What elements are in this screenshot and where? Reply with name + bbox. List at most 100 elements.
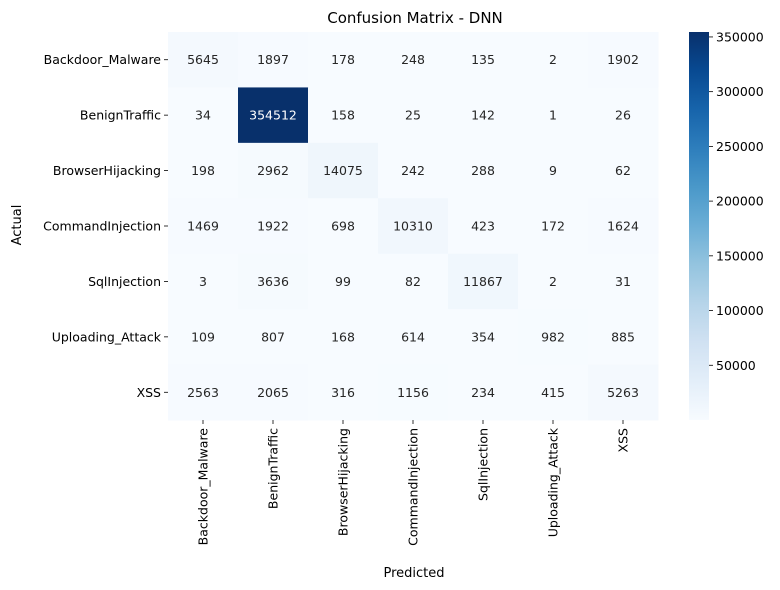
cell-value-label: 415 <box>541 385 565 400</box>
heatmap-cell <box>448 32 519 88</box>
cell-value-label: 11867 <box>463 274 503 289</box>
heatmap-cell <box>308 87 379 144</box>
heatmap-cell <box>308 309 379 366</box>
cell-value-label: 5645 <box>187 52 219 67</box>
cell-value-label: 2 <box>549 274 557 289</box>
x-tick-label: BenignTraffic <box>266 428 281 509</box>
cell-value-label: 34 <box>195 108 211 123</box>
cell-value-label: 158 <box>331 108 355 123</box>
cell-value-label: 109 <box>191 329 215 344</box>
heatmap-cell <box>378 198 449 255</box>
cell-value-label: 1469 <box>187 219 219 234</box>
heatmap-cell <box>238 198 309 255</box>
cell-value-label: 248 <box>401 52 425 67</box>
x-axis-label: Predicted <box>383 566 444 581</box>
y-tick-label: SqlInjection <box>88 274 161 289</box>
cell-value-label: 168 <box>331 329 355 344</box>
x-tick-label: CommandInjection <box>406 428 421 546</box>
x-tick-label: Uploading_Attack <box>546 427 561 537</box>
cell-value-label: 3636 <box>257 274 289 289</box>
heatmap-cell <box>308 32 379 88</box>
heatmap-cell <box>238 142 309 199</box>
cell-value-label: 1156 <box>397 385 429 400</box>
cell-value-label: 99 <box>335 274 351 289</box>
cell-value-label: 698 <box>331 219 355 234</box>
heatmap-cell <box>238 309 309 366</box>
heatmap-cell <box>448 364 519 421</box>
cell-value-label: 9 <box>549 163 557 178</box>
heatmap-cell <box>238 87 309 144</box>
cell-value-label: 10310 <box>393 219 433 234</box>
heatmap-cell <box>588 309 659 366</box>
colorbar <box>689 32 709 420</box>
y-tick-label: CommandInjection <box>43 219 161 234</box>
heatmap-cell <box>238 32 309 88</box>
heatmap-cell <box>448 253 519 310</box>
heatmap-cell <box>588 32 659 88</box>
cell-value-label: 62 <box>615 163 631 178</box>
y-axis-label: Actual <box>10 205 25 246</box>
colorbar-tick-label: 200000 <box>716 194 764 209</box>
heatmap-cell <box>168 142 239 199</box>
heatmap-cell <box>168 309 239 366</box>
heatmap-cell <box>378 142 449 199</box>
heatmap-cell <box>168 198 239 255</box>
y-tick-label: XSS <box>137 385 161 400</box>
heatmap-cell <box>588 198 659 255</box>
heatmap-cell <box>168 32 239 88</box>
cell-value-label: 25 <box>405 108 421 123</box>
heatmap-cell <box>168 364 239 421</box>
heatmap-cell <box>308 253 379 310</box>
heatmap-cell <box>588 87 659 144</box>
heatmap-cell <box>308 142 379 199</box>
cell-value-label: 982 <box>541 329 565 344</box>
x-axis: Backdoor_Malware BenignTraffic BrowserHija… <box>196 420 631 546</box>
x-tick-label: Backdoor_Malware <box>196 428 211 546</box>
cell-value-label: 172 <box>541 219 565 234</box>
cell-value-label: 178 <box>331 52 355 67</box>
cell-value-label: 316 <box>331 385 355 400</box>
cell-value-label: 614 <box>401 329 425 344</box>
cell-value-label: 242 <box>401 163 425 178</box>
heatmap-cell <box>448 309 519 366</box>
heatmap-cell <box>588 142 659 199</box>
cell-value-label: 354 <box>471 329 495 344</box>
colorbar-tick-label: 50000 <box>716 358 756 373</box>
heatmap-cell <box>238 364 309 421</box>
colorbar-ticks: 50000 100000 150000 200000 250000 300000 35000… <box>709 29 764 373</box>
x-tick-label: BrowserHijacking <box>336 428 351 536</box>
heatmap-cell <box>518 198 589 255</box>
cell-value-label: 1897 <box>257 52 289 67</box>
colorbar-tick-label: 250000 <box>716 139 764 154</box>
cell-value-label: 2563 <box>187 385 219 400</box>
cell-value-label: 142 <box>471 108 495 123</box>
colorbar-tick-label: 300000 <box>716 84 764 99</box>
heatmap-cell <box>448 142 519 199</box>
y-tick-label: BrowserHijacking <box>53 163 161 178</box>
cell-value-label: 423 <box>471 219 495 234</box>
cell-value-label: 1902 <box>607 52 639 67</box>
cell-value-label: 2962 <box>257 163 289 178</box>
heatmap-cell <box>448 198 519 255</box>
cell-value-label: 5263 <box>607 385 639 400</box>
cell-value-label: 234 <box>471 385 495 400</box>
heatmap-cell <box>378 309 449 366</box>
y-axis: Backdoor_Malware BenignTraffic BrowserHija… <box>43 52 168 400</box>
heatmap-cell <box>168 87 239 144</box>
cell-value-label: 2 <box>549 52 557 67</box>
cell-value-label: 26 <box>615 108 631 123</box>
cell-value-label: 1624 <box>607 219 639 234</box>
heatmap-cell <box>238 253 309 310</box>
y-tick-label: Backdoor_Malware <box>44 52 162 67</box>
cell-value-label: 354512 <box>249 108 297 123</box>
cell-value-label: 2065 <box>257 385 289 400</box>
colorbar-tick-label: 100000 <box>716 303 764 318</box>
cell-value-label: 82 <box>405 274 421 289</box>
x-tick-label: SqlInjection <box>476 428 491 501</box>
y-tick-label: Uploading_Attack <box>52 329 162 344</box>
heatmap-cell <box>378 364 449 421</box>
heatmap-cell <box>308 364 379 421</box>
heatmap-cells: 5645 1897 178 248 135 2 1902 34 354512 158 25 142 1 2… <box>168 32 659 421</box>
heatmap-cell <box>588 364 659 421</box>
heatmap-cell <box>378 87 449 144</box>
